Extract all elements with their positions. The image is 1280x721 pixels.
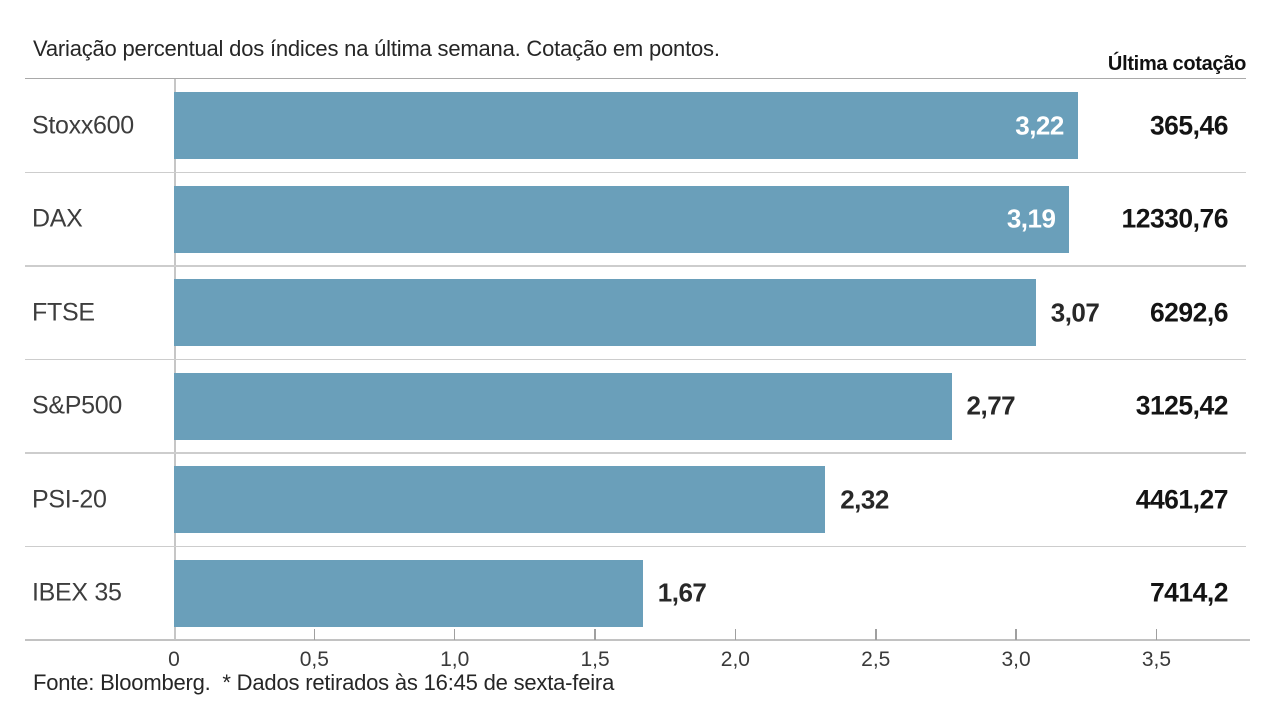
- bar-value-label: 2,77: [966, 390, 1016, 421]
- bar-value-label: 3,22: [1015, 110, 1064, 141]
- x-axis-tick: [734, 628, 737, 640]
- x-axis-tick: [875, 628, 877, 640]
- x-axis-tick-label: 0: [168, 648, 180, 671]
- value-bar: [174, 185, 1070, 253]
- row-separator-line: [25, 545, 1246, 548]
- value-bar: [174, 279, 1036, 347]
- category-label: FTSE: [32, 298, 95, 327]
- bar-row: IBEX 35 1,67 7414,2: [0, 547, 1280, 641]
- last-quote-value: 4461,27: [1135, 484, 1229, 515]
- source-footer: Fonte: Bloomberg. * Dados retirados às 1…: [33, 670, 615, 695]
- bar-value-label: 3,19: [1006, 203, 1056, 234]
- x-axis-tick: [313, 628, 316, 640]
- x-axis-tick-label: 2,0: [720, 648, 750, 671]
- bar-row: FTSE 3,07 6292,6: [0, 266, 1280, 360]
- x-axis-tick: [453, 628, 456, 640]
- category-label: PSI-20: [32, 485, 107, 514]
- bar-value-label: 2,32: [840, 484, 889, 515]
- x-axis-tick: [1015, 628, 1017, 640]
- x-axis-tick: [594, 628, 596, 640]
- x-axis-tick-label: 3,0: [1001, 648, 1031, 671]
- last-quote-value: 12330,76: [1121, 203, 1228, 234]
- row-separator-line: [25, 171, 1246, 174]
- x-axis-tick-label: 3,5: [1141, 648, 1172, 671]
- column-header-ultima-cotacao: Última cotação: [1107, 53, 1246, 75]
- last-quote-value: 6292,6: [1149, 297, 1229, 328]
- x-axis-line: [25, 639, 1250, 641]
- row-separator-line: [25, 452, 1246, 454]
- row-separator-line: [25, 265, 1246, 267]
- chart-title: Variação percentual dos índices na últim…: [33, 36, 720, 61]
- value-bar: [174, 92, 1078, 160]
- header-underline: [25, 77, 1246, 79]
- value-bar: [174, 559, 643, 627]
- last-quote-value: 3125,42: [1135, 390, 1229, 421]
- bar-row: Stoxx600 3,22 365,46: [0, 79, 1280, 173]
- x-axis-tick-label: 1,5: [580, 648, 610, 671]
- bar-row: PSI-20 2,32 4461,27: [0, 453, 1280, 547]
- last-quote-value: 365,46: [1149, 110, 1229, 141]
- value-bar: [174, 466, 826, 534]
- bar-value-label: 1,67: [657, 577, 707, 608]
- x-axis-tick-label: 0,5: [299, 648, 329, 671]
- row-separator-line: [25, 358, 1246, 361]
- category-label: IBEX 35: [32, 578, 122, 607]
- x-axis-tick: [1155, 628, 1158, 640]
- bar-row: S&P500 2,77 3125,42: [0, 360, 1280, 454]
- category-label: Stoxx600: [32, 111, 134, 140]
- category-label: S&P500: [32, 391, 122, 420]
- category-label: DAX: [32, 204, 83, 233]
- bar-row: DAX 3,19 12330,76: [0, 173, 1280, 267]
- last-quote-value: 7414,2: [1149, 577, 1229, 608]
- x-axis-tick-label: 1,0: [440, 648, 470, 671]
- bar-value-label: 3,07: [1050, 297, 1100, 328]
- x-axis-tick-label: 2,5: [861, 648, 891, 671]
- value-bar: [174, 372, 952, 440]
